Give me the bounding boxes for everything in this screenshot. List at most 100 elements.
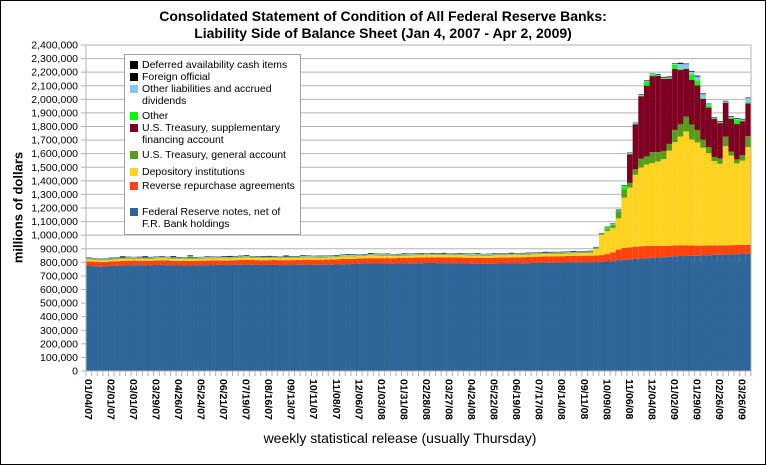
- bar-segment-other: [660, 78, 667, 79]
- bar-segment-depository-institutions: [683, 131, 690, 246]
- bar-segment-u-s-treasury-general-account: [395, 254, 402, 256]
- bar-segment-federal-reserve-notes-net-of-f-r-bank-holdings: [542, 262, 549, 371]
- bar-segment-u-s-treasury-general-account: [711, 157, 718, 162]
- bar-segment-deferred-availability-cash-items: [587, 250, 594, 252]
- bar-segment-reverse-repurchase-agreements: [294, 260, 301, 265]
- bar-segment-depository-institutions: [621, 197, 628, 248]
- bar-segment-other-liabilities-and-accrued-dividends: [339, 254, 346, 256]
- bar-segment-federal-reserve-notes-net-of-f-r-bank-holdings: [610, 261, 616, 371]
- x-tick-label: 05/24/07: [195, 379, 207, 420]
- bar-segment-u-s-treasury-general-account: [474, 254, 481, 256]
- bar-segment-federal-reserve-notes-net-of-f-r-bank-holdings: [125, 265, 132, 371]
- bar-segment-reverse-repurchase-agreements: [604, 254, 611, 262]
- bar-segment-depository-institutions: [221, 258, 227, 261]
- bar-segment-depository-institutions: [565, 253, 571, 256]
- bar-segment-other-liabilities-and-accrued-dividends: [632, 123, 639, 124]
- bar-segment-other: [655, 75, 661, 76]
- bar-segment-reverse-repurchase-agreements: [300, 259, 306, 265]
- bar-segment-reverse-repurchase-agreements: [333, 259, 340, 265]
- bar-segment-depository-institutions: [728, 155, 735, 246]
- bar-segment-other-liabilities-and-accrued-dividends: [147, 257, 154, 258]
- bar-segment-u-s-treasury-general-account: [649, 152, 656, 164]
- bar-segment-other-liabilities-and-accrued-dividends: [531, 252, 537, 254]
- bar-segment-federal-reserve-notes-net-of-f-r-bank-holdings: [598, 261, 605, 371]
- bar-segment-deferred-availability-cash-items: [677, 62, 684, 64]
- bar-segment-reverse-repurchase-agreements: [565, 255, 571, 263]
- y-tick-label: 2,300,000: [31, 53, 78, 65]
- bar-segment-depository-institutions: [441, 254, 447, 258]
- bar-segment-depository-institutions: [407, 255, 413, 258]
- bar-segment-other-liabilities-and-accrued-dividends: [446, 253, 453, 255]
- bar-segment-federal-reserve-notes-net-of-f-r-bank-holdings: [294, 264, 301, 371]
- legend-item: Depository institutions: [130, 166, 297, 178]
- bar-segment-deferred-availability-cash-items: [300, 255, 306, 257]
- bar-segment-u-s-treasury-general-account: [384, 254, 391, 256]
- bar-segment-depository-institutions: [147, 258, 154, 261]
- bar-segment-other: [672, 64, 678, 69]
- bar-segment-u-s-treasury-supplementary-financing-account: [683, 68, 690, 117]
- bar-segment-federal-reserve-notes-net-of-f-r-bank-holdings: [176, 265, 182, 371]
- bar-segment-u-s-treasury-general-account: [424, 254, 430, 255]
- bar-segment-deferred-availability-cash-items: [666, 76, 673, 78]
- bar-segment-other-liabilities-and-accrued-dividends: [677, 63, 684, 70]
- bar-segment-other-liabilities-and-accrued-dividends: [548, 252, 554, 254]
- bar-segment-federal-reserve-notes-net-of-f-r-bank-holdings: [514, 263, 520, 371]
- bar-segment-federal-reserve-notes-net-of-f-r-bank-holdings: [457, 263, 464, 371]
- bar-segment-federal-reserve-notes-net-of-f-r-bank-holdings: [722, 254, 729, 371]
- bar-segment-foreign-official: [170, 256, 177, 258]
- bar-segment-other-liabilities-and-accrued-dividends: [266, 256, 272, 258]
- x-tick-label: 01/02/09: [668, 379, 680, 420]
- bars: [86, 62, 751, 371]
- bar-segment-reverse-repurchase-agreements: [322, 259, 329, 265]
- bar-segment-reverse-repurchase-agreements: [435, 257, 442, 264]
- bar-segment-u-s-treasury-general-account: [266, 257, 272, 258]
- bar-segment-other-liabilities-and-accrued-dividends: [480, 254, 487, 255]
- bar-segment-federal-reserve-notes-net-of-f-r-bank-holdings: [587, 262, 594, 371]
- bar-segment-depository-institutions: [610, 227, 616, 253]
- bar-segment-depository-institutions: [136, 258, 143, 261]
- bar-segment-other: [666, 78, 673, 79]
- bar-segment-federal-reserve-notes-net-of-f-r-bank-holdings: [581, 262, 588, 371]
- bar-segment-u-s-treasury-general-account: [209, 257, 216, 259]
- bar-segment-federal-reserve-notes-net-of-f-r-bank-holdings: [238, 264, 244, 371]
- bar-segment-reverse-repurchase-agreements: [711, 245, 718, 255]
- bar-segment-federal-reserve-notes-net-of-f-r-bank-holdings: [666, 256, 673, 371]
- bar-segment-reverse-repurchase-agreements: [683, 245, 690, 256]
- bar-segment-reverse-repurchase-agreements: [728, 245, 735, 255]
- bar-segment-other-liabilities-and-accrued-dividends: [508, 253, 515, 255]
- bar-segment-reverse-repurchase-agreements: [131, 260, 137, 266]
- bar-segment-federal-reserve-notes-net-of-f-r-bank-holdings: [198, 265, 205, 371]
- bar-segment-other-liabilities-and-accrued-dividends: [519, 253, 526, 255]
- bar-segment-depository-institutions: [209, 258, 216, 261]
- bar-segment-federal-reserve-notes-net-of-f-r-bank-holdings: [412, 263, 419, 371]
- bar-segment-reverse-repurchase-agreements: [553, 256, 560, 263]
- bar-segment-reverse-repurchase-agreements: [621, 247, 628, 260]
- bar-segment-u-s-treasury-general-account: [480, 254, 487, 256]
- bar-segment-u-s-treasury-general-account: [86, 258, 92, 260]
- bar-segment-reverse-repurchase-agreements: [311, 259, 318, 265]
- bar-segment-depository-institutions: [655, 161, 661, 246]
- bar-segment-other-liabilities-and-accrued-dividends: [362, 254, 368, 256]
- bar-segment-federal-reserve-notes-net-of-f-r-bank-holdings: [711, 254, 718, 371]
- bar-segment-depository-institutions: [125, 258, 132, 261]
- bar-segment-other-liabilities-and-accrued-dividends: [497, 253, 504, 255]
- bar-segment-other-liabilities-and-accrued-dividends: [435, 253, 442, 255]
- bar-segment-u-s-treasury-general-account: [305, 256, 312, 258]
- bar-segment-other-liabilities-and-accrued-dividends: [322, 256, 329, 257]
- x-tick-label: 09/11/08: [578, 379, 590, 419]
- y-tick-label: 200,000: [40, 338, 78, 350]
- bar-segment-other-liabilities-and-accrued-dividends: [136, 257, 143, 258]
- bar-segment-other-liabilities-and-accrued-dividends: [581, 251, 588, 253]
- bar-segment-other-liabilities-and-accrued-dividends: [429, 253, 436, 255]
- bar-segment-other-liabilities-and-accrued-dividends: [745, 98, 751, 103]
- bar-segment-depository-institutions: [435, 254, 442, 258]
- bar-segment-other-liabilities-and-accrued-dividends: [170, 257, 177, 258]
- bar-segment-federal-reserve-notes-net-of-f-r-bank-holdings: [187, 265, 194, 371]
- bar-segment-u-s-treasury-general-account: [598, 234, 605, 235]
- bar-segment-federal-reserve-notes-net-of-f-r-bank-holdings: [491, 263, 498, 371]
- bar-segment-federal-reserve-notes-net-of-f-r-bank-holdings: [193, 265, 199, 371]
- bar-segment-other-liabilities-and-accrued-dividends: [379, 254, 385, 255]
- bar-segment-federal-reserve-notes-net-of-f-r-bank-holdings: [221, 265, 227, 371]
- bar-segment-u-s-treasury-general-account: [379, 254, 385, 256]
- bar-segment-other: [745, 102, 751, 104]
